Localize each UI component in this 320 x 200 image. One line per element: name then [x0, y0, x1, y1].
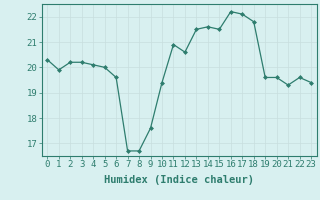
X-axis label: Humidex (Indice chaleur): Humidex (Indice chaleur) [104, 175, 254, 185]
